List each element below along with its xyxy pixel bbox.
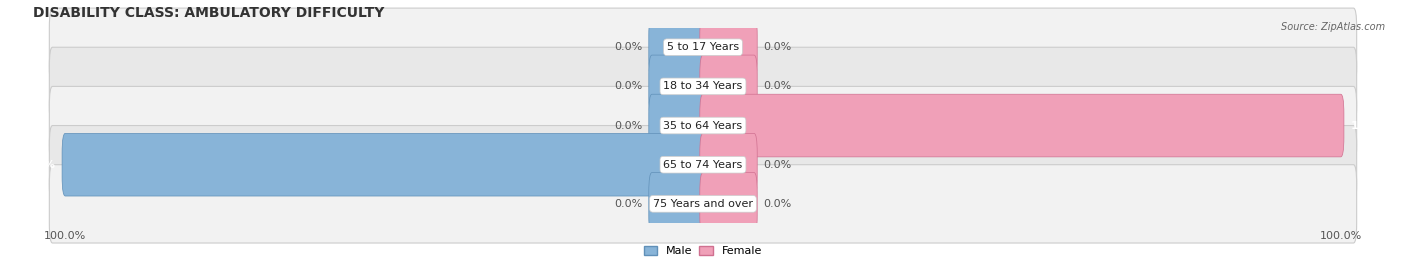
Text: 18 to 34 Years: 18 to 34 Years: [664, 82, 742, 91]
Text: 0.0%: 0.0%: [614, 82, 643, 91]
FancyBboxPatch shape: [700, 133, 758, 196]
FancyBboxPatch shape: [700, 16, 758, 79]
Text: 0.0%: 0.0%: [614, 42, 643, 52]
Text: 0.0%: 0.0%: [763, 199, 792, 209]
Text: 65 to 74 Years: 65 to 74 Years: [664, 160, 742, 170]
FancyBboxPatch shape: [700, 55, 758, 118]
FancyBboxPatch shape: [648, 16, 706, 79]
Text: 0.0%: 0.0%: [763, 82, 792, 91]
Text: 0.0%: 0.0%: [763, 42, 792, 52]
Text: 35 to 64 Years: 35 to 64 Years: [664, 121, 742, 130]
Text: Source: ZipAtlas.com: Source: ZipAtlas.com: [1281, 22, 1385, 31]
Text: 75 Years and over: 75 Years and over: [652, 199, 754, 209]
Legend: Male, Female: Male, Female: [640, 242, 766, 261]
Text: 0.0%: 0.0%: [763, 160, 792, 170]
Text: 100.0%: 100.0%: [1350, 121, 1396, 130]
FancyBboxPatch shape: [49, 165, 1357, 243]
Text: 100.0%: 100.0%: [10, 160, 56, 170]
FancyBboxPatch shape: [49, 86, 1357, 165]
FancyBboxPatch shape: [49, 126, 1357, 204]
Text: DISABILITY CLASS: AMBULATORY DIFFICULTY: DISABILITY CLASS: AMBULATORY DIFFICULTY: [34, 6, 385, 20]
FancyBboxPatch shape: [49, 8, 1357, 86]
FancyBboxPatch shape: [648, 172, 706, 235]
FancyBboxPatch shape: [49, 47, 1357, 126]
Text: 0.0%: 0.0%: [614, 121, 643, 130]
FancyBboxPatch shape: [648, 94, 706, 157]
Text: 5 to 17 Years: 5 to 17 Years: [666, 42, 740, 52]
FancyBboxPatch shape: [700, 94, 1344, 157]
FancyBboxPatch shape: [700, 172, 758, 235]
Text: 0.0%: 0.0%: [614, 199, 643, 209]
FancyBboxPatch shape: [62, 133, 706, 196]
FancyBboxPatch shape: [648, 55, 706, 118]
